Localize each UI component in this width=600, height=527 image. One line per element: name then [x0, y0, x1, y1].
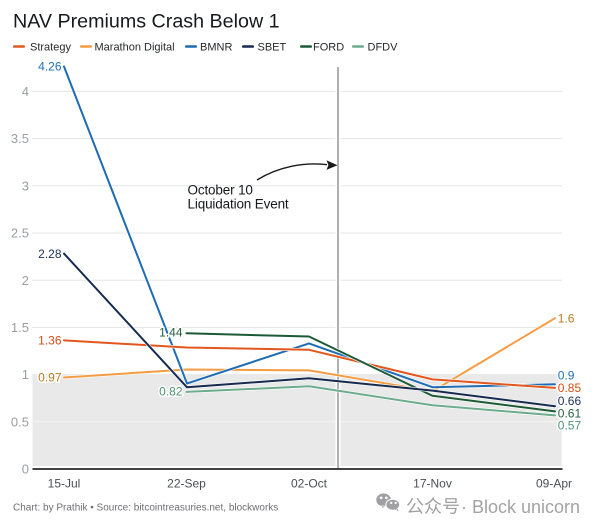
svg-text:17-Nov: 17-Nov	[413, 477, 452, 491]
svg-text:BMNR: BMNR	[200, 41, 232, 53]
svg-text:0.82: 0.82	[159, 385, 183, 399]
svg-text:0.5: 0.5	[11, 414, 29, 429]
svg-text:0.9: 0.9	[558, 369, 575, 383]
svg-text:1.36: 1.36	[38, 334, 62, 348]
svg-text:1.44: 1.44	[159, 326, 183, 340]
svg-text:0.57: 0.57	[558, 418, 582, 432]
svg-text:Chart: by Prathik • Source: bi: Chart: by Prathik • Source: bitcointreas…	[13, 503, 278, 514]
svg-text:2.5: 2.5	[11, 226, 29, 241]
svg-text:1: 1	[22, 367, 29, 382]
svg-text:2: 2	[22, 273, 29, 288]
svg-text:0: 0	[22, 462, 29, 477]
svg-text:NAV Premiums Crash Below 1: NAV Premiums Crash Below 1	[13, 11, 280, 33]
svg-text:· Block unicorn: · Block unicorn	[461, 497, 580, 517]
svg-text:4.26: 4.26	[38, 60, 62, 74]
svg-text:22-Sep: 22-Sep	[167, 477, 206, 491]
svg-text:3.5: 3.5	[11, 131, 29, 146]
svg-text:Liquidation Event: Liquidation Event	[188, 197, 289, 212]
svg-text:0.61: 0.61	[558, 406, 582, 420]
svg-text:15-Jul: 15-Jul	[48, 477, 81, 491]
svg-text:1.5: 1.5	[11, 320, 29, 335]
svg-text:2.28: 2.28	[38, 247, 62, 261]
svg-text:1.6: 1.6	[558, 312, 575, 326]
svg-text:4: 4	[22, 84, 29, 99]
svg-text:02-Oct: 02-Oct	[291, 477, 328, 491]
svg-text:0.85: 0.85	[558, 381, 582, 395]
svg-text:Marathon Digital: Marathon Digital	[95, 41, 175, 53]
svg-text:FORD: FORD	[313, 41, 344, 53]
svg-text:SBET: SBET	[258, 41, 287, 53]
svg-text:October 10: October 10	[188, 182, 253, 197]
svg-text:0.97: 0.97	[38, 371, 62, 385]
svg-text:DFDV: DFDV	[368, 41, 399, 53]
svg-text:0.66: 0.66	[558, 394, 582, 408]
svg-text:09-Apr: 09-Apr	[536, 477, 572, 491]
svg-text:Strategy: Strategy	[30, 41, 71, 53]
svg-text:3: 3	[22, 178, 29, 193]
